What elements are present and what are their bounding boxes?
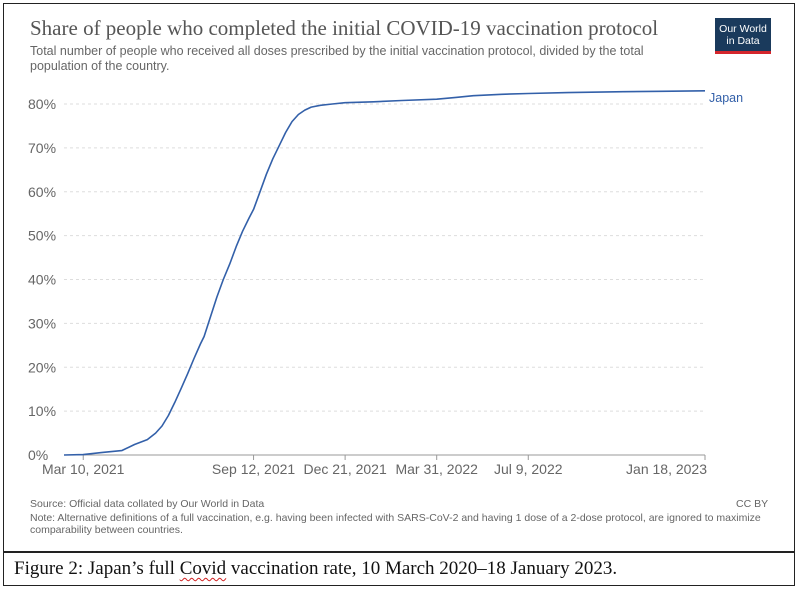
x-tick-label: Jan 18, 2023	[626, 461, 707, 477]
y-tick-label: 30%	[28, 315, 56, 331]
x-tick-label: Sep 12, 2021	[212, 461, 296, 477]
y-tick-label: 40%	[28, 272, 56, 288]
y-tick-label: 80%	[28, 96, 56, 112]
caption-part-1: Figure 2: Japan’s full	[14, 558, 180, 579]
chart-title: Share of people who completed the initia…	[30, 16, 659, 40]
owid-logo[interactable]: Our World in Data	[715, 18, 771, 54]
x-tick-label: Jul 9, 2022	[494, 461, 563, 477]
caption-divider	[3, 551, 795, 553]
series-line-japan	[63, 90, 706, 456]
y-tick-label: 70%	[28, 140, 56, 156]
source-text: Source: Official data collated by Our Wo…	[30, 498, 265, 510]
y-tick-label: 10%	[28, 403, 56, 419]
caption-misspelled-word: Covid	[179, 558, 227, 579]
y-tick-label: 20%	[28, 359, 56, 375]
x-tick-label: Mar 10, 2021	[42, 461, 125, 477]
y-tick-label: 0%	[28, 447, 48, 463]
logo-line-2: in Data	[726, 35, 760, 47]
y-tick-label: 60%	[28, 184, 56, 200]
note-text: Note: Alternative definitions of a full …	[30, 512, 761, 536]
y-tick-label: 50%	[28, 228, 56, 244]
logo-line-1: Our World	[719, 23, 767, 35]
figure-caption: Figure 2: Japan’s full Covid vaccination…	[14, 558, 617, 580]
x-tick-label: Mar 31, 2022	[395, 461, 478, 477]
caption-part-2: vaccination rate, 10 March 2020–18 Janua…	[226, 558, 618, 579]
license-link[interactable]: CC BY	[736, 498, 769, 510]
x-tick-label: Dec 21, 2021	[303, 461, 386, 477]
chart-subtitle: Total number of people who received all …	[30, 44, 644, 73]
series-label-japan: Japan	[709, 91, 743, 105]
figure-frame	[3, 3, 795, 586]
